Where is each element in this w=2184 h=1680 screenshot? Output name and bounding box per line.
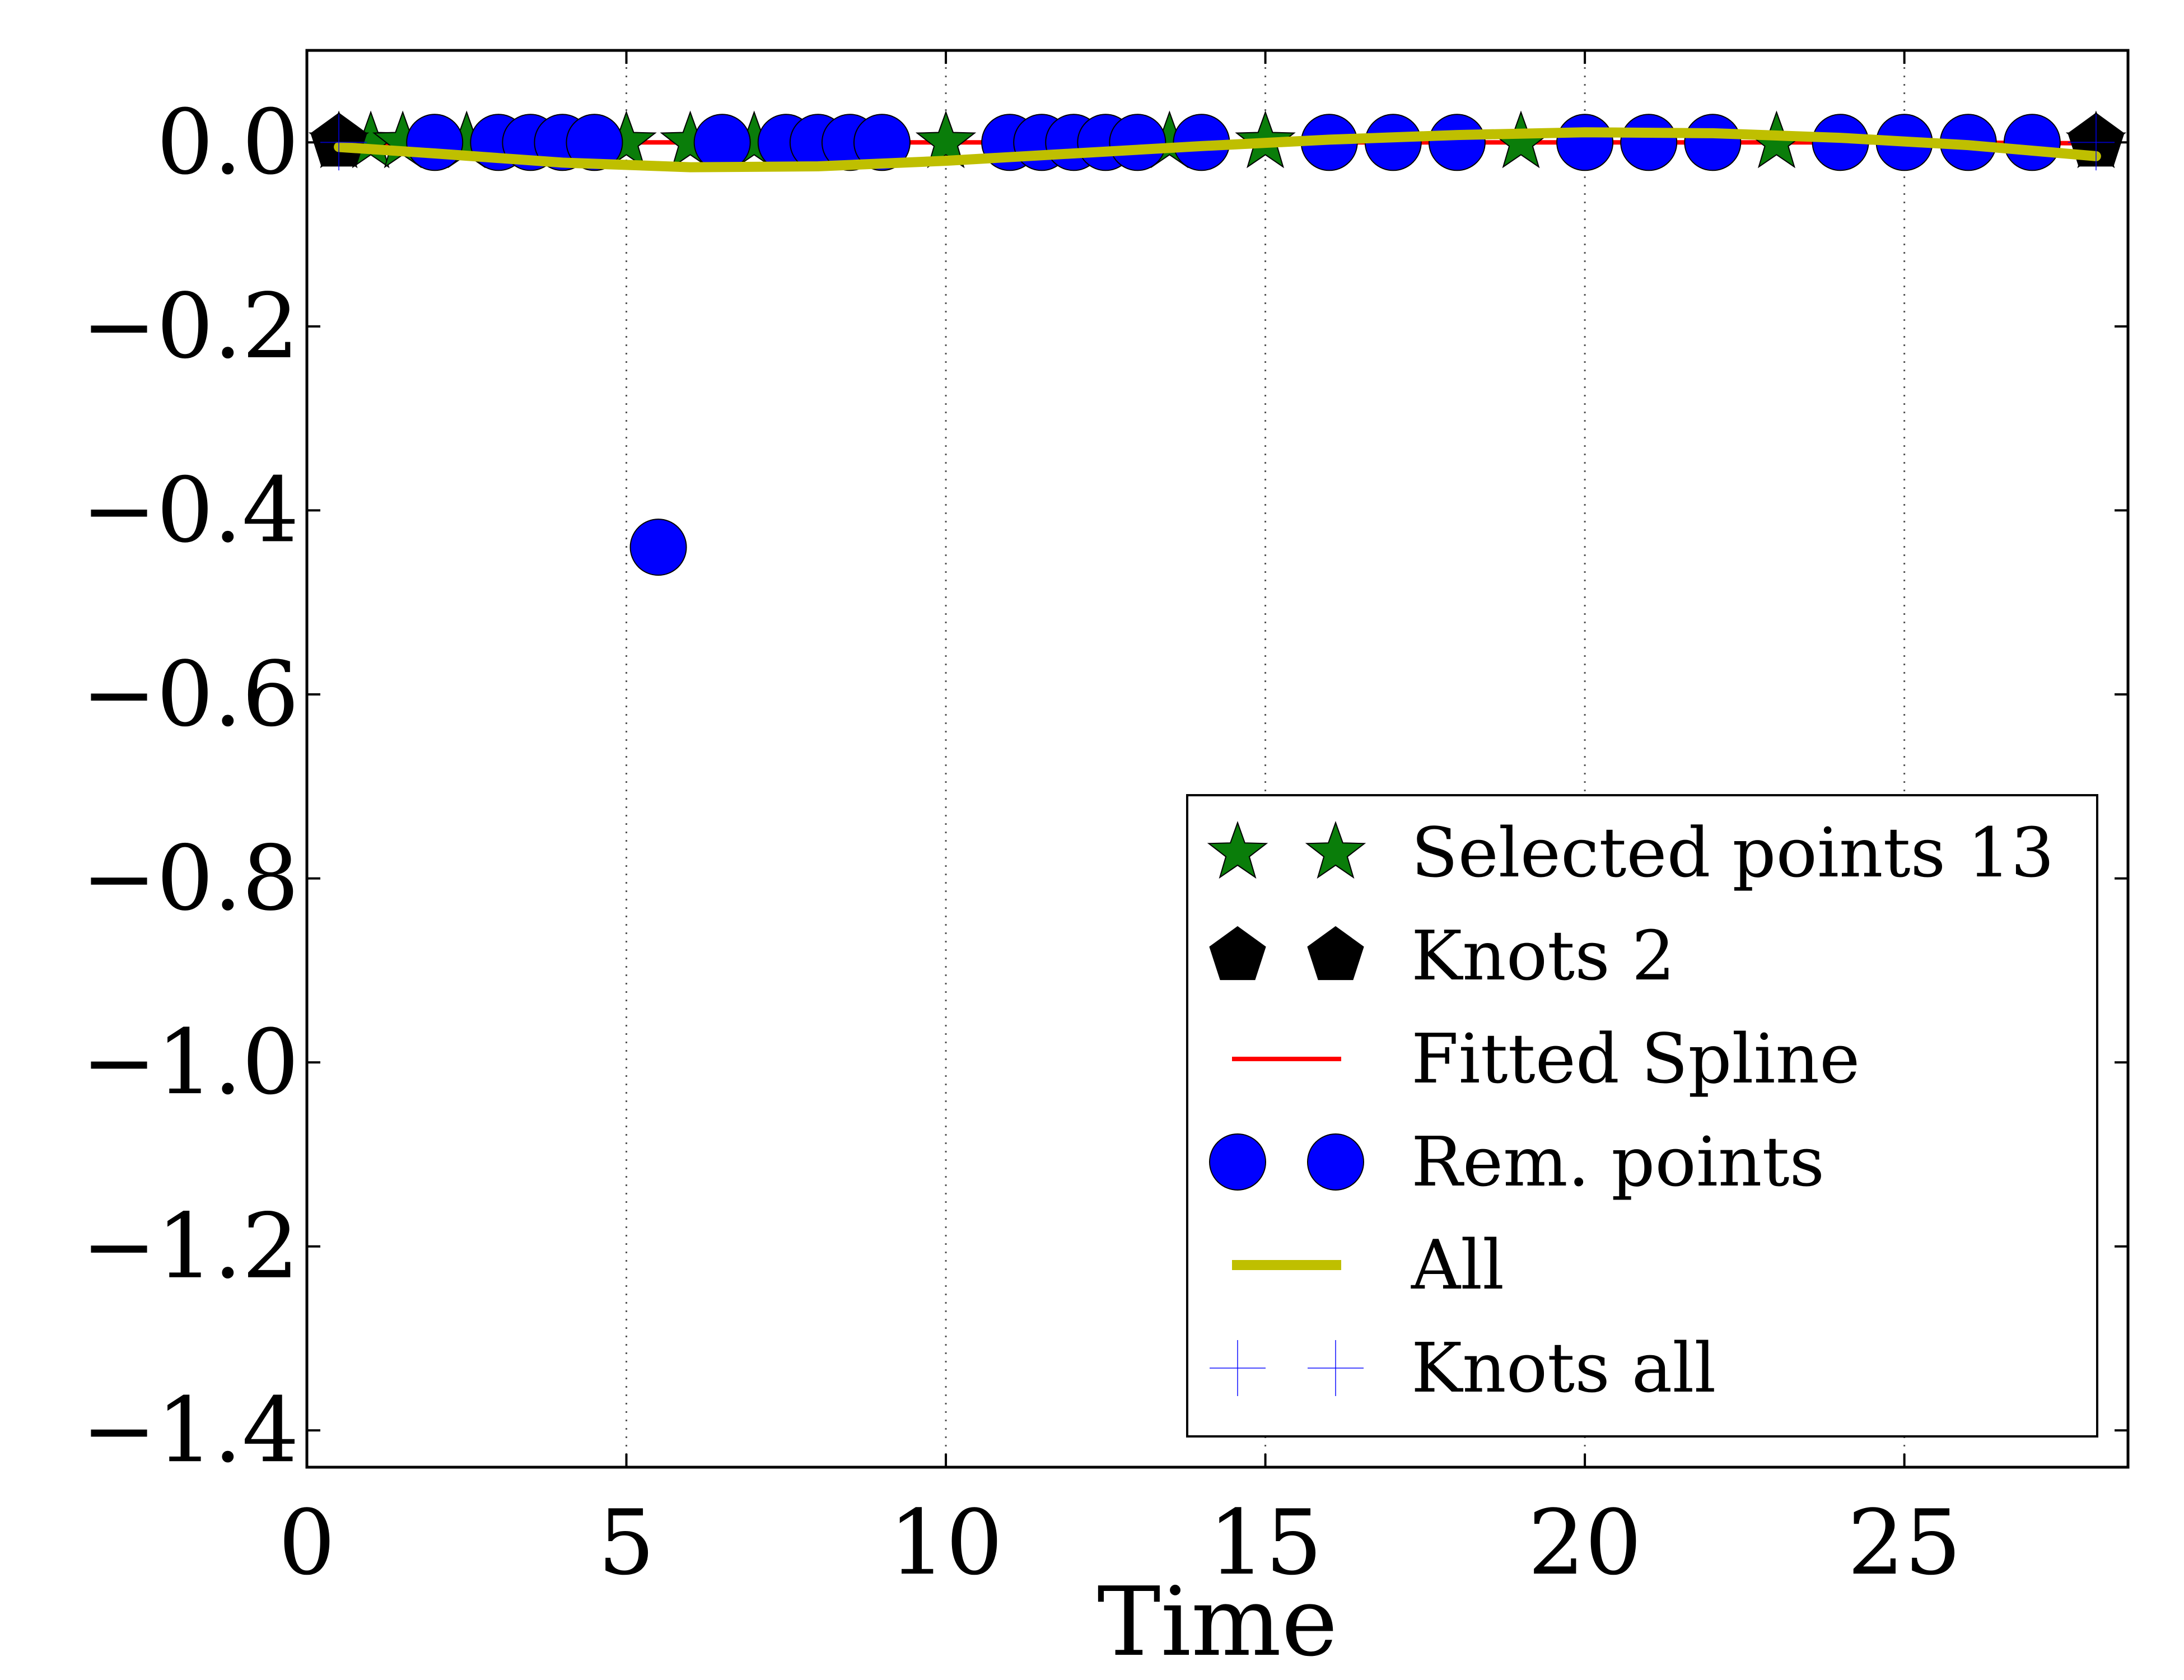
legend-entry: Knots 2 xyxy=(1209,916,1675,996)
x-axis-label: Time xyxy=(1097,1567,1338,1678)
y-tick-label: −0.6 xyxy=(81,642,299,746)
y-tick-label: −1.4 xyxy=(81,1378,299,1482)
legend-label: Knots 2 xyxy=(1411,916,1675,996)
legend-marker xyxy=(1209,926,1266,981)
rem-point-marker xyxy=(566,114,623,171)
rem-point-marker xyxy=(406,114,464,171)
x-tick-label: 0 xyxy=(278,1490,335,1595)
legend-entry: Rem. points xyxy=(1209,1122,1824,1202)
all-line xyxy=(334,127,2101,172)
legend-marker xyxy=(1209,1133,1266,1191)
rem-point-marker xyxy=(853,114,911,171)
legend-label: Selected points 13 xyxy=(1411,813,2054,893)
legend-box xyxy=(1186,794,2098,1438)
y-tick-label: −1.2 xyxy=(81,1194,299,1299)
legend-entry: All xyxy=(1232,1225,1504,1305)
legend-entry: Selected points 13 xyxy=(1207,813,2054,893)
rem-point-marker xyxy=(1109,114,1166,171)
legend-label: Rem. points xyxy=(1411,1122,1824,1202)
legend-marker xyxy=(1307,1133,1364,1191)
legend-marker xyxy=(1207,821,1268,879)
rem-point-marker xyxy=(1620,114,1678,171)
y-tick-label: −0.8 xyxy=(81,826,299,931)
x-tick-label: 20 xyxy=(1528,1490,1642,1595)
grid-lines xyxy=(626,50,1906,1467)
legend-marker xyxy=(1308,1340,1364,1396)
axes-frame xyxy=(305,49,2130,1469)
x-tick-label: 10 xyxy=(889,1490,1003,1595)
y-tick-label: 0.0 xyxy=(157,90,299,194)
y-tick-label: −1.0 xyxy=(81,1010,299,1114)
rem-point-marker xyxy=(1428,114,1486,171)
legend-entry: Fitted Spline xyxy=(1232,1019,1860,1099)
series-all xyxy=(334,127,2101,172)
legend-label: Knots all xyxy=(1411,1328,1716,1408)
legend-entry: Knots all xyxy=(1210,1328,1716,1408)
rem-point-marker xyxy=(1556,114,1614,171)
rem-point-marker xyxy=(629,519,687,576)
legend: Selected points 13 Knots 2 Fitted Spline Re… xyxy=(1186,794,2098,1438)
x-tick-label: 5 xyxy=(598,1490,655,1595)
plot-area xyxy=(308,110,2127,576)
rem-point-marker xyxy=(2003,114,2061,171)
y-tick-label: −0.2 xyxy=(81,274,299,379)
axis-ticks: 0 5 10 15 20 25 0.0 −0.2 −0.4 −0.6 −0.8 −1.0 −1.2 −1.… xyxy=(81,50,2128,1595)
x-tick-label: 15 xyxy=(1208,1490,1323,1595)
x-tick-label: 25 xyxy=(1847,1490,1962,1595)
legend-label: All xyxy=(1411,1225,1504,1305)
legend-marker xyxy=(1307,926,1364,981)
rem-point-marker xyxy=(1684,114,1742,171)
legend-label: Fitted Spline xyxy=(1411,1019,1860,1099)
legend-marker xyxy=(1305,821,1366,879)
selected-point-marker xyxy=(915,110,977,169)
y-tick-label: −0.4 xyxy=(81,458,299,562)
legend-marker xyxy=(1210,1340,1266,1396)
